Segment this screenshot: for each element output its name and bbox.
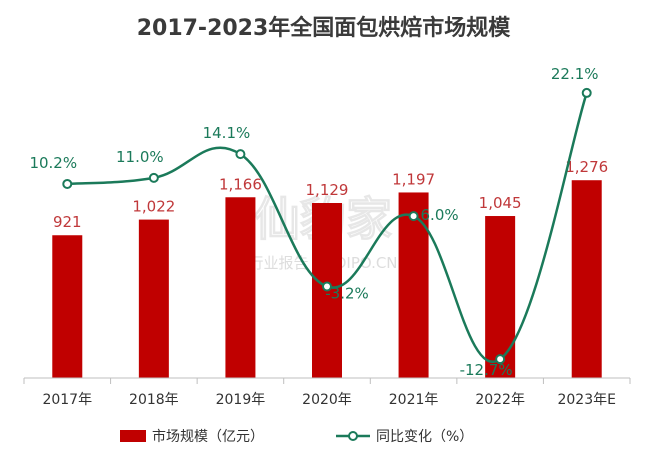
line-point [322,281,332,292]
x-tick-label: 2018年 [129,392,179,408]
line-point [408,211,419,222]
legend-bar: 市场规模（亿元） [120,424,264,448]
bar-value-label: 1,129 [306,181,349,199]
x-tick-label: 2019年 [216,392,266,408]
bar [52,235,83,378]
x-tick-label: 2020年 [302,392,352,408]
legend-bar-label: 市场规模（亿元） [152,429,264,445]
series-line [67,92,588,363]
bar-value-label: 1,276 [565,158,608,176]
line-point [148,172,159,183]
bar-value-label: 1,022 [132,198,175,216]
bar [138,219,169,378]
line-point [62,178,73,189]
line-point [235,149,246,160]
bar-value-label: 1,045 [479,194,522,212]
x-tick-label: 2021年 [389,392,439,408]
x-tick-label: 2017年 [42,392,92,408]
bar-value-label: 921 [53,213,82,231]
legend-line-label: 同比变化（%） [376,429,474,445]
line-value-label: -12.7% [460,361,513,379]
bar [225,197,256,378]
line-value-label: -3.2% [325,284,369,302]
line-value-label: 10.2% [29,154,77,172]
line-value-label: 11.0% [116,148,164,166]
line-point [581,87,592,98]
line-point [495,354,506,365]
bar-value-label: 1,197 [392,170,435,188]
legend-line-swatch [336,431,370,441]
bar [571,180,602,378]
line-value-label: 14.1% [203,124,251,142]
chart-title: 2017-2023年全国面包烘焙市场规模 [136,16,511,41]
legend-line: 同比变化（%） [336,424,473,448]
bar-value-label: 1,166 [219,175,262,193]
line-value-label: 22.1% [551,65,599,83]
legend-bar-swatch [120,430,146,442]
bar [485,216,516,378]
line-value-label: 6.0% [421,206,459,224]
x-tick-label: 2023年E [557,392,615,408]
x-tick-label: 2022年 [475,392,525,408]
